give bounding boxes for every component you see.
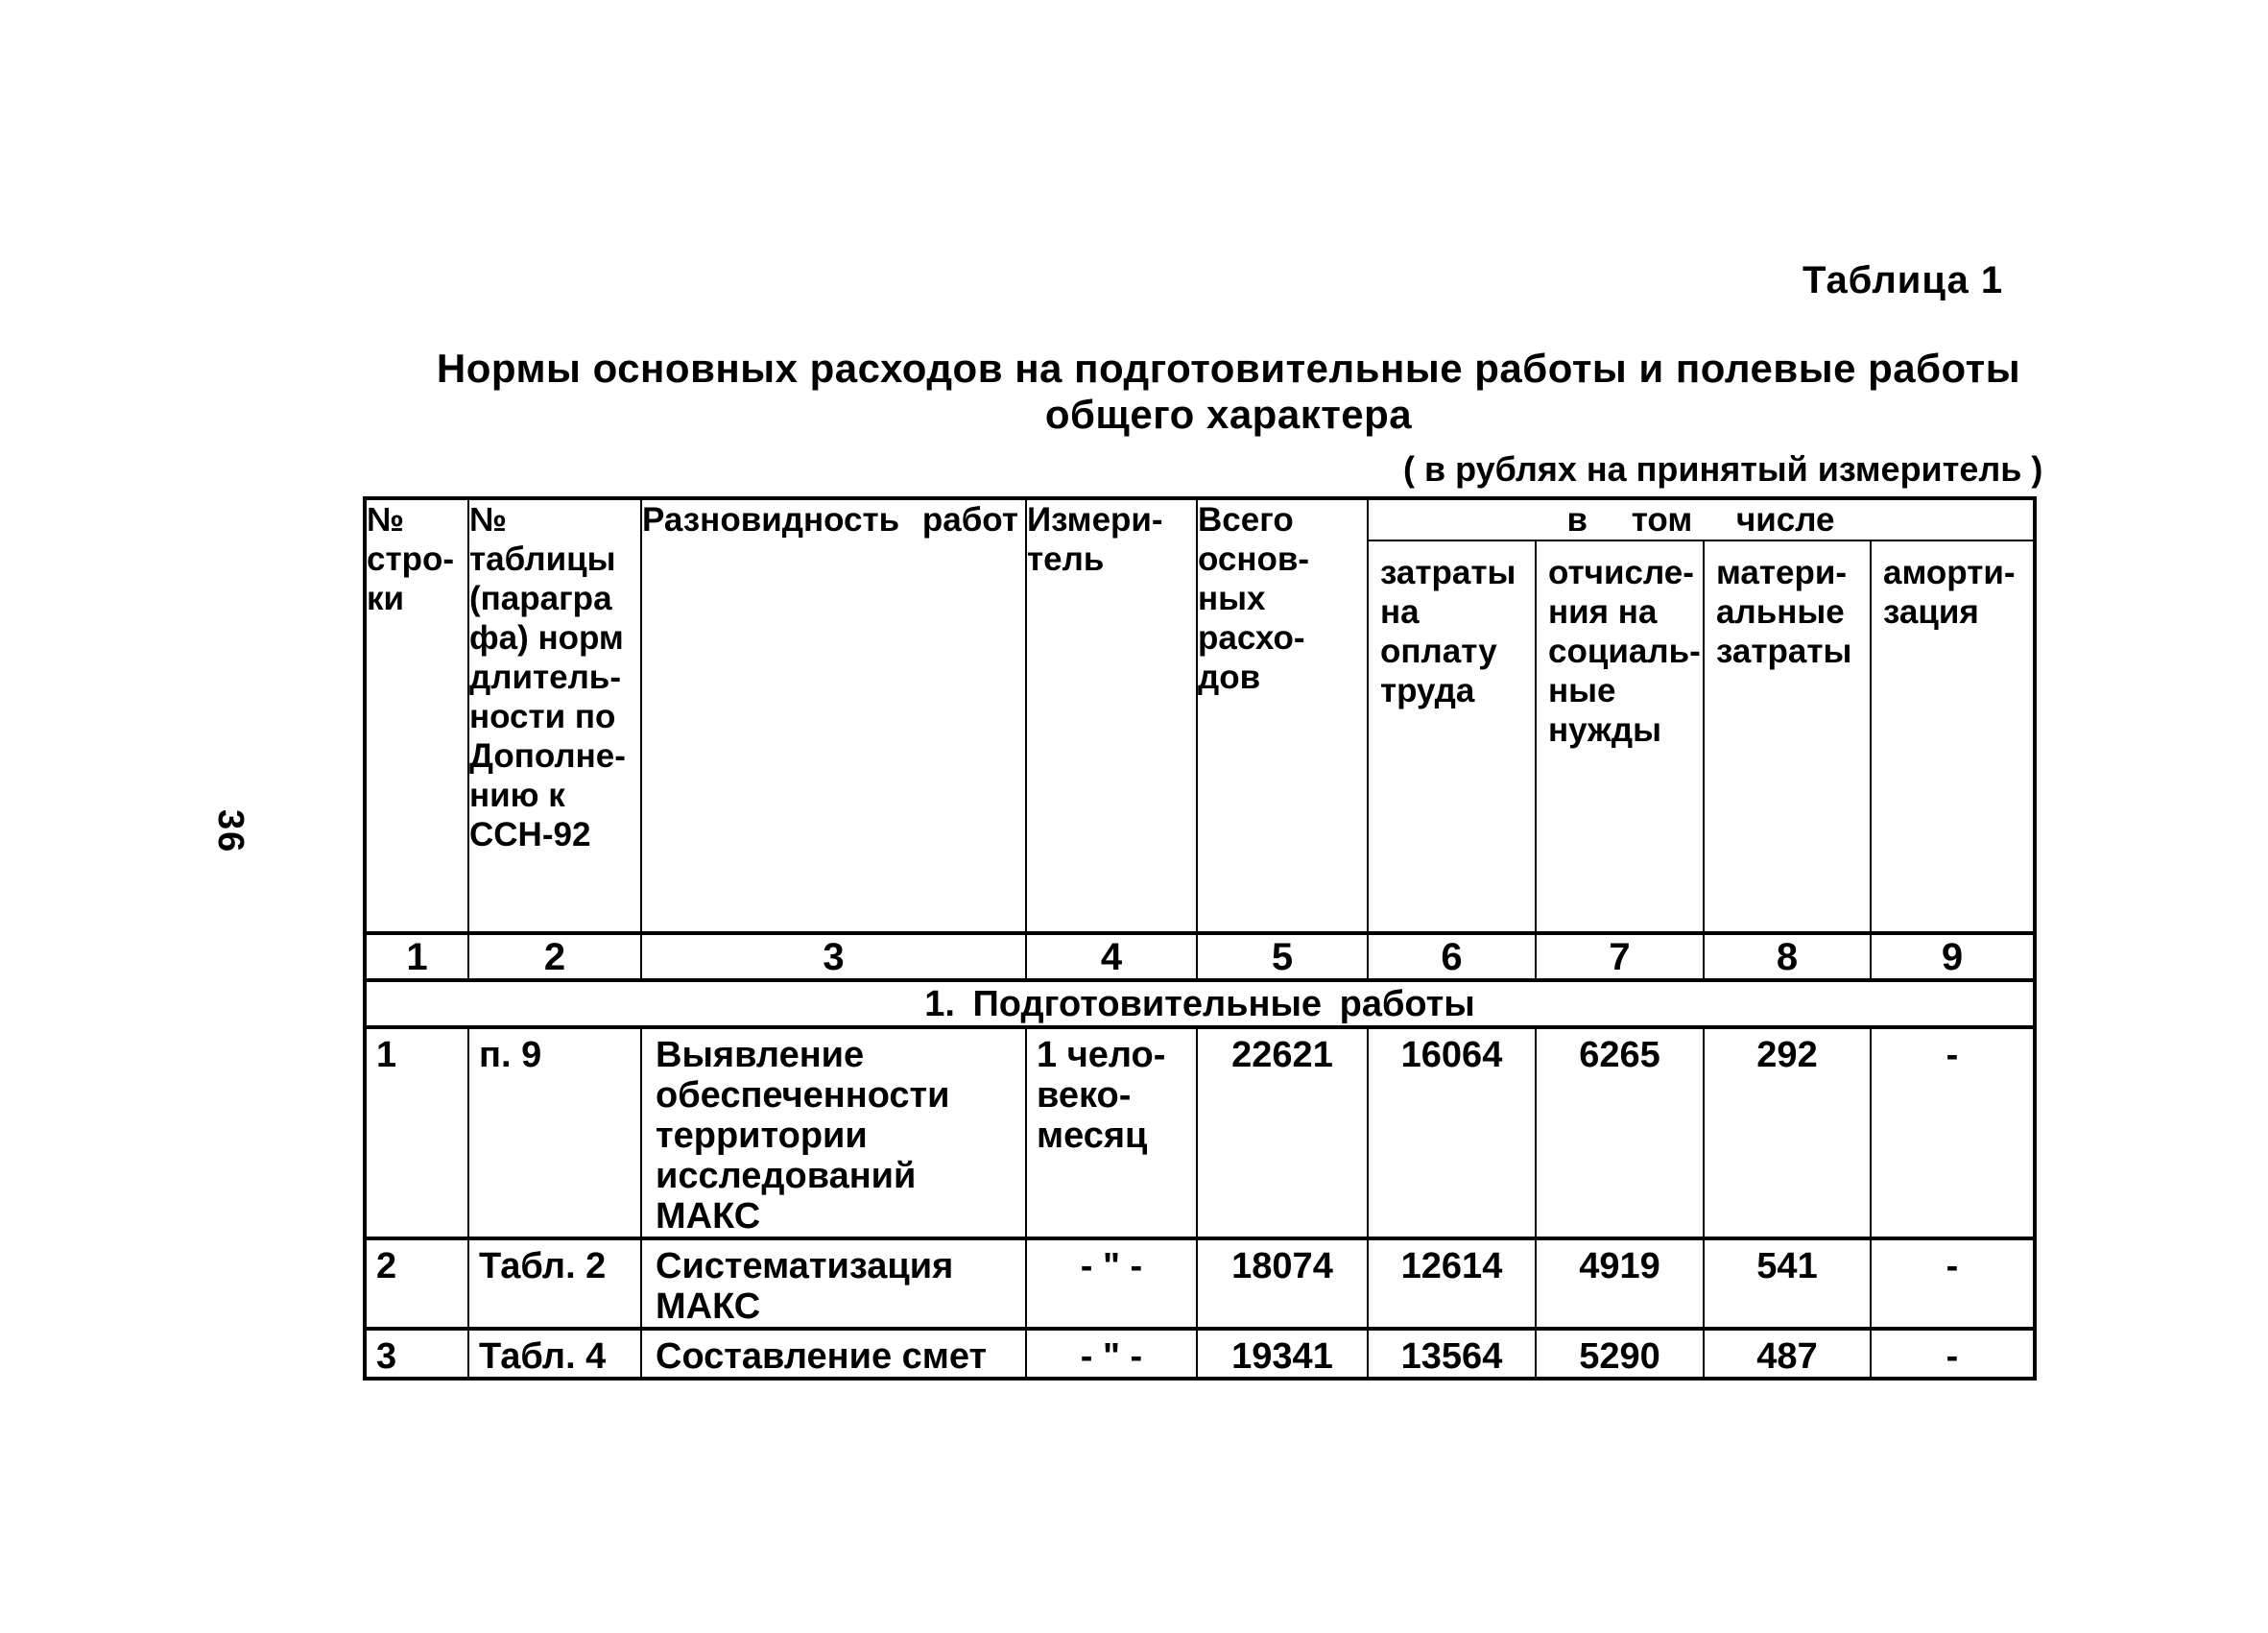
cell-total: 19341 [1196, 1328, 1369, 1381]
units-note: ( в рублях на принятый измеритель ) [1403, 449, 2043, 489]
header-sub-row: затраты на оплату труда отчисле- ния на … [365, 540, 2036, 934]
section-header-row: 1. Подготовительные работы [364, 979, 2036, 1029]
cell-social: 5290 [1535, 1328, 1705, 1381]
cell-unit: - " - [1025, 1328, 1198, 1381]
header-work-type: Разновидность работ [640, 497, 1027, 934]
column-number-2: 2 [467, 931, 642, 982]
column-number-8: 8 [1703, 931, 1872, 982]
cell-materials: 541 [1703, 1237, 1872, 1331]
cell-labor: 13564 [1367, 1328, 1537, 1381]
cell-materials: 292 [1703, 1026, 1872, 1240]
cell-work-description: Систематизация МАКС [640, 1237, 1027, 1331]
cell-work-description: Составление смет [640, 1328, 1027, 1381]
cell-labor: 12614 [1367, 1237, 1537, 1331]
cell-work-description: Выявление обеспеченности территории иссл… [640, 1026, 1027, 1240]
header-material-costs: матери- альные затраты [1703, 540, 1872, 934]
cell-total: 18074 [1196, 1237, 1369, 1331]
cell-social: 6265 [1535, 1026, 1705, 1240]
column-number-1: 1 [364, 931, 469, 982]
cell-amortization: - [1870, 1026, 2036, 1240]
section-title: 1. Подготовительные работы [364, 979, 2036, 1029]
header-social-deductions: отчисле- ния на социаль- ные нужды [1535, 540, 1705, 934]
cell-row-number: 3 [364, 1328, 469, 1381]
cell-total: 22621 [1196, 1026, 1369, 1240]
table-row: 3 Табл. 4 Составление смет - " - 19341 1… [364, 1328, 2036, 1381]
page-number: 36 [210, 809, 251, 854]
column-number-5: 5 [1196, 931, 1369, 982]
cell-labor: 16064 [1367, 1026, 1537, 1240]
header-unit: Измери- тель [1025, 497, 1198, 934]
document-title: Нормы основных расходов на подготовитель… [436, 346, 2021, 437]
costs-table: № стро- ки № таблицы (парагра фа) норм д… [363, 496, 2037, 1381]
header-total-costs: Всего основ- ных расхо- дов [1196, 497, 1369, 934]
cell-social: 4919 [1535, 1237, 1705, 1331]
column-number-3: 3 [640, 931, 1027, 982]
cell-materials: 487 [1703, 1328, 1872, 1381]
column-number-7: 7 [1535, 931, 1705, 982]
cell-norm-reference: п. 9 [467, 1026, 642, 1240]
column-number-6: 6 [1367, 931, 1537, 982]
cell-amortization: - [1870, 1237, 2036, 1331]
header-including: в том числе [1367, 497, 2036, 541]
column-number-4: 4 [1025, 931, 1198, 982]
header-row-number: № стро- ки [364, 497, 469, 934]
header-table-number: № таблицы (парагра фа) норм длитель- нос… [467, 497, 642, 934]
header-amortization: аморти- зация [1870, 540, 2036, 934]
cell-unit: - " - [1025, 1237, 1198, 1331]
cell-unit: 1 чело- веко- месяц [1025, 1026, 1198, 1240]
cell-row-number: 1 [364, 1026, 469, 1240]
cell-amortization: - [1870, 1328, 2036, 1381]
cell-row-number: 2 [364, 1237, 469, 1331]
table-label: Таблица 1 [1802, 259, 2004, 301]
table-row: 2 Табл. 2 Систематизация МАКС - " - 1807… [364, 1237, 2036, 1331]
cell-norm-reference: Табл. 4 [467, 1328, 642, 1381]
column-number-9: 9 [1870, 931, 2036, 982]
header-labor-costs: затраты на оплату труда [1367, 540, 1537, 934]
column-numbers-row: 1 2 3 4 5 6 7 8 9 [364, 931, 2036, 982]
table-row: 1 п. 9 Выявление обеспеченности территор… [364, 1026, 2036, 1240]
cell-norm-reference: Табл. 2 [467, 1237, 642, 1331]
header-top-row: № стро- ки № таблицы (парагра фа) норм д… [364, 497, 2036, 934]
